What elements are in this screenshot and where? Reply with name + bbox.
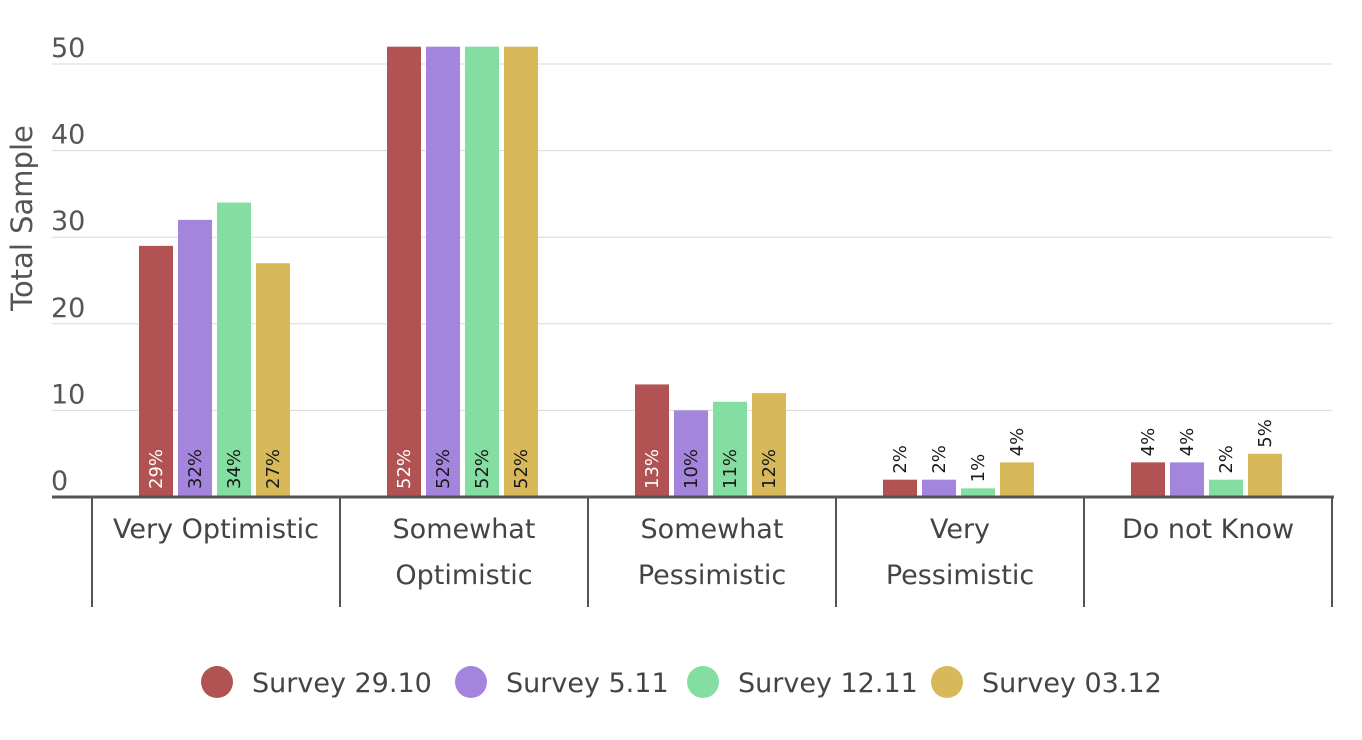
legend-swatch-survey-29-10 xyxy=(201,666,233,698)
bars xyxy=(139,46,1282,498)
y-tick-label-40: 40 xyxy=(51,120,85,151)
bar-label-very-pessimistic-survey-12-11: 1% xyxy=(968,454,989,483)
bar-label-somewhat-pessimistic-survey-03-12: 12% xyxy=(759,449,780,489)
bar-somewhat-optimistic-survey-03-12 xyxy=(504,46,538,498)
bar-somewhat-pessimistic-survey-03-12 xyxy=(752,393,786,497)
bar-label-very-optimistic-survey-03-12: 27% xyxy=(263,449,284,489)
bar-label-very-pessimistic-survey-29-10: 2% xyxy=(890,445,911,474)
category-labels: Very Optimistic Somewhat Optimistic Somewha… xyxy=(113,514,1294,591)
y-tick-label-20: 20 xyxy=(51,293,85,324)
bar-label-somewhat-optimistic-survey-03-12: 52% xyxy=(511,449,532,489)
legend-swatch-survey-12-11 xyxy=(687,666,719,698)
y-tick-label-10: 10 xyxy=(51,379,85,410)
y-tick-labels: 0 10 20 30 40 50 xyxy=(51,33,85,497)
legend-item-survey-12-11: Survey 12.11 xyxy=(687,666,918,699)
bar-somewhat-optimistic-survey-12-11 xyxy=(465,46,499,498)
bar-label-somewhat-pessimistic-survey-12-11: 11% xyxy=(720,449,741,489)
category-label-very-pessimistic: Very Pessimistic xyxy=(886,514,1034,591)
legend-swatch-survey-5-11 xyxy=(455,666,487,698)
bar-label-somewhat-optimistic-survey-12-11: 52% xyxy=(472,449,493,489)
bar-very-optimistic-survey-03-12 xyxy=(256,263,290,497)
bar-label-do-not-know-survey-5-11: 4% xyxy=(1177,428,1198,457)
bar-very-pessimistic-survey-12-11 xyxy=(961,488,995,497)
bar-somewhat-pessimistic-survey-29-10 xyxy=(635,384,669,497)
bar-very-pessimistic-survey-5-11 xyxy=(922,479,956,497)
bar-very-optimistic-survey-29-10 xyxy=(139,245,173,497)
category-label-do-not-know: Do not Know xyxy=(1122,514,1294,545)
legend-item-survey-29-10: Survey 29.10 xyxy=(201,666,432,699)
bar-label-do-not-know-survey-29-10: 4% xyxy=(1138,428,1159,457)
bar-somewhat-pessimistic-survey-5-11 xyxy=(674,410,708,497)
category-label-somewhat-optimistic: Somewhat Optimistic xyxy=(393,514,536,591)
bar-do-not-know-survey-03-12 xyxy=(1248,453,1282,497)
legend-label-survey-12-11: Survey 12.11 xyxy=(738,668,918,699)
bar-very-optimistic-survey-5-11 xyxy=(178,219,212,497)
y-tick-label-50: 50 xyxy=(51,33,85,64)
bar-label-very-optimistic-survey-5-11: 32% xyxy=(185,449,206,489)
bar-very-pessimistic-survey-29-10 xyxy=(883,479,917,497)
bar-label-somewhat-optimistic-survey-29-10: 52% xyxy=(394,449,415,489)
bar-label-very-pessimistic-survey-5-11: 2% xyxy=(929,445,950,474)
y-axis-title: Total Sample xyxy=(5,125,39,312)
bar-do-not-know-survey-12-11 xyxy=(1209,479,1243,497)
y-tick-label-30: 30 xyxy=(51,206,85,237)
bar-do-not-know-survey-5-11 xyxy=(1170,462,1204,497)
bar-somewhat-pessimistic-survey-12-11 xyxy=(713,401,747,497)
category-label-very-optimistic: Very Optimistic xyxy=(113,514,319,545)
bar-very-pessimistic-survey-03-12 xyxy=(1000,462,1034,497)
bar-label-somewhat-pessimistic-survey-29-10: 13% xyxy=(642,449,663,489)
legend-label-survey-29-10: Survey 29.10 xyxy=(252,668,432,699)
legend-swatch-survey-03-12 xyxy=(931,666,963,698)
bar-somewhat-optimistic-survey-29-10 xyxy=(387,46,421,498)
legend-label-survey-5-11: Survey 5.11 xyxy=(506,668,669,699)
bar-label-very-optimistic-survey-12-11: 34% xyxy=(224,449,245,489)
legend-label-survey-03-12: Survey 03.12 xyxy=(982,668,1162,699)
bar-very-optimistic-survey-12-11 xyxy=(217,202,251,497)
legend: Survey 29.10 Survey 5.11 Survey 12.11 Surve… xyxy=(201,666,1162,699)
bar-label-somewhat-pessimistic-survey-5-11: 10% xyxy=(681,449,702,489)
category-dividers xyxy=(91,497,1333,607)
bar-label-do-not-know-survey-03-12: 5% xyxy=(1255,419,1276,448)
bar-label-do-not-know-survey-12-11: 2% xyxy=(1216,445,1237,474)
bar-do-not-know-survey-29-10 xyxy=(1131,462,1165,497)
legend-item-survey-5-11: Survey 5.11 xyxy=(455,666,669,699)
y-tick-label-0: 0 xyxy=(51,466,68,497)
bar-label-somewhat-optimistic-survey-5-11: 52% xyxy=(433,449,454,489)
bar-somewhat-optimistic-survey-5-11 xyxy=(426,46,460,498)
legend-item-survey-03-12: Survey 03.12 xyxy=(931,666,1162,699)
category-label-somewhat-pessimistic: Somewhat Pessimistic xyxy=(638,514,786,591)
bar-label-very-pessimistic-survey-03-12: 4% xyxy=(1007,428,1028,457)
bar-label-very-optimistic-survey-29-10: 29% xyxy=(146,449,167,489)
bar-value-labels: 29% 32% 34% 27% 52% 52% 52% 52% 13% 10% 11% 12% 2% 2%… xyxy=(146,419,1276,489)
